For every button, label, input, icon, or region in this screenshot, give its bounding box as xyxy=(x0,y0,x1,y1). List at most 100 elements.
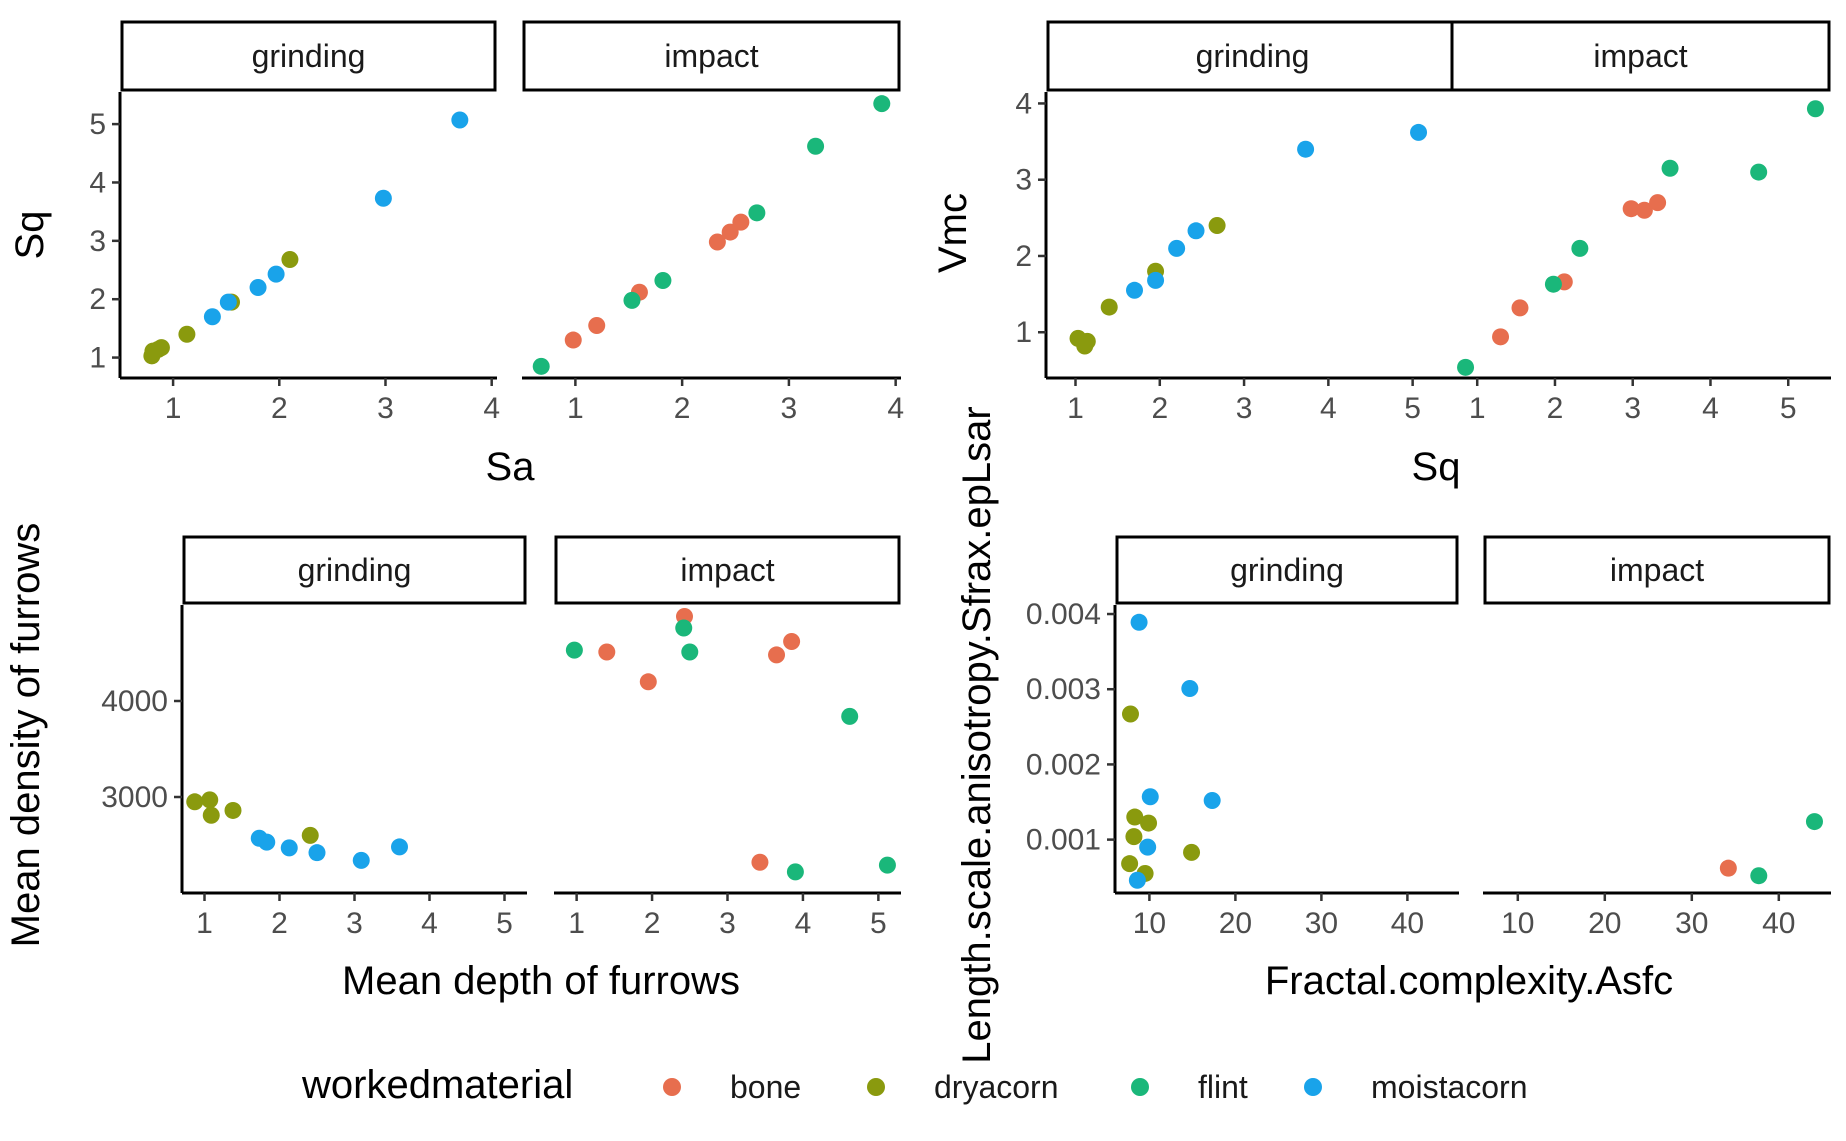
chart-1: grinding 1 2 3 4 5 1 2 3 4 impact 1 2 3 4 Sa Sq xyxy=(8,20,904,489)
facet-strip-impact xyxy=(1450,20,1831,92)
facet-label-impact: impact xyxy=(1593,38,1687,74)
x-tick-label: 4 xyxy=(421,907,438,940)
x-tick-label: 10 xyxy=(1133,907,1166,940)
legend: workedmaterial bone dryacorn flint moistacor… xyxy=(301,1063,1528,1107)
data-point-moistacorn xyxy=(280,839,298,857)
legend-key-flint xyxy=(1131,1078,1149,1096)
facet-strip-impact xyxy=(554,535,901,605)
data-point-flint xyxy=(532,357,550,375)
y-tick-label: 2 xyxy=(89,283,106,316)
x-tick-label: 2 xyxy=(271,392,288,425)
data-point-flint xyxy=(654,272,672,290)
data-point-moistacorn xyxy=(258,833,276,851)
data-point-moistacorn xyxy=(1147,271,1165,289)
x-tick-label: 2 xyxy=(1151,392,1168,425)
legend-title: workedmaterial xyxy=(301,1063,573,1107)
data-point-flint xyxy=(1750,867,1768,885)
legend-key-bone xyxy=(663,1078,681,1096)
chart-4: grinding 0.001 0.002 0.003 0.004 10 20 30 40 impa… xyxy=(955,406,1831,1064)
data-point-bone xyxy=(564,331,582,349)
data-point-dryacorn xyxy=(1208,216,1226,234)
facet-label-grinding: grinding xyxy=(1230,552,1344,588)
data-point-flint xyxy=(1457,358,1475,376)
data-point-dryacorn xyxy=(1125,828,1143,846)
data-point-moistacorn xyxy=(267,265,285,283)
data-point-moistacorn xyxy=(1139,838,1157,856)
data-point-dryacorn xyxy=(178,325,196,343)
data-point-dryacorn xyxy=(201,791,219,809)
data-point-bone xyxy=(1511,299,1529,317)
x-tick-label: 3 xyxy=(1236,392,1253,425)
data-point-moistacorn xyxy=(1297,140,1315,158)
y-tick-label: 4000 xyxy=(101,685,168,718)
data-point-bone xyxy=(751,853,769,871)
y-axis-title: Length.scale.anisotropy.Sfrax.epLsar xyxy=(955,406,999,1063)
data-point-bone xyxy=(1719,859,1737,877)
chart-3: grinding 3000 4000 1 2 3 4 5 impact 1 2 3 4 5 Mean dep… xyxy=(4,523,901,1003)
x-tick-label: 20 xyxy=(1588,907,1621,940)
y-tick-label: 3000 xyxy=(101,781,168,814)
data-point-dryacorn xyxy=(281,251,299,269)
data-point-flint xyxy=(681,643,699,661)
x-tick-label: 30 xyxy=(1675,907,1708,940)
data-point-dryacorn xyxy=(1121,855,1139,873)
data-point-dryacorn xyxy=(1126,808,1144,826)
data-point-bone xyxy=(783,632,801,650)
y-tick-label: 4 xyxy=(89,166,106,199)
facet-label-grinding: grinding xyxy=(1196,38,1310,74)
y-tick-label: 0.004 xyxy=(1026,598,1101,631)
data-point-moistacorn xyxy=(1128,871,1146,889)
data-point-bone xyxy=(732,213,750,231)
data-point-moistacorn xyxy=(1187,222,1205,240)
y-tick-label: 3 xyxy=(1015,164,1032,197)
data-point-bone xyxy=(708,233,726,251)
data-point-dryacorn xyxy=(152,339,170,357)
x-axis-title: Sa xyxy=(486,445,536,489)
data-point-flint xyxy=(1805,813,1823,831)
data-point-bone xyxy=(598,643,616,661)
facet-strip-impact xyxy=(1483,535,1831,605)
x-tick-label: 3 xyxy=(781,392,798,425)
data-point-dryacorn xyxy=(1100,298,1118,316)
data-point-moistacorn xyxy=(1141,788,1159,806)
x-tick-label: 5 xyxy=(1404,392,1421,425)
legend-key-dryacorn xyxy=(867,1078,885,1096)
data-point-flint xyxy=(878,856,896,874)
x-tick-label: 5 xyxy=(496,907,513,940)
data-point-bone xyxy=(639,673,657,691)
data-point-dryacorn xyxy=(1121,705,1139,723)
data-point-moistacorn xyxy=(219,293,237,311)
y-tick-label: 0.001 xyxy=(1026,824,1101,857)
data-point-moistacorn xyxy=(1181,679,1199,697)
x-tick-label: 30 xyxy=(1305,907,1338,940)
data-point-dryacorn xyxy=(202,806,220,824)
data-point-flint xyxy=(841,707,859,725)
x-tick-label: 4 xyxy=(795,907,812,940)
x-axis-title: Sq xyxy=(1412,445,1461,489)
data-point-flint xyxy=(1661,159,1679,177)
y-tick-label: 2 xyxy=(1015,240,1032,273)
x-tick-label: 2 xyxy=(271,907,288,940)
x-tick-label: 5 xyxy=(870,907,887,940)
data-point-dryacorn xyxy=(1140,814,1158,832)
y-tick-label: 0.002 xyxy=(1026,748,1101,781)
data-point-flint xyxy=(1750,163,1768,181)
x-tick-label: 1 xyxy=(1067,392,1084,425)
data-point-bone xyxy=(1635,201,1653,219)
x-tick-label: 40 xyxy=(1762,907,1795,940)
legend-label-dryacorn: dryacorn xyxy=(934,1069,1059,1105)
facet-strip-impact xyxy=(522,20,901,92)
y-tick-label: 5 xyxy=(89,108,106,141)
x-tick-label: 3 xyxy=(719,907,736,940)
data-point-moistacorn xyxy=(374,189,392,207)
data-point-moistacorn xyxy=(1126,281,1143,299)
data-point-bone xyxy=(588,316,606,334)
y-tick-label: 1 xyxy=(89,342,106,375)
facet-strip-grinding xyxy=(182,535,527,605)
data-point-moistacorn xyxy=(1203,792,1221,810)
x-tick-label: 10 xyxy=(1501,907,1534,940)
facet-label-impact: impact xyxy=(1610,552,1704,588)
x-tick-label: 1 xyxy=(1469,392,1486,425)
x-tick-label: 2 xyxy=(644,907,661,940)
